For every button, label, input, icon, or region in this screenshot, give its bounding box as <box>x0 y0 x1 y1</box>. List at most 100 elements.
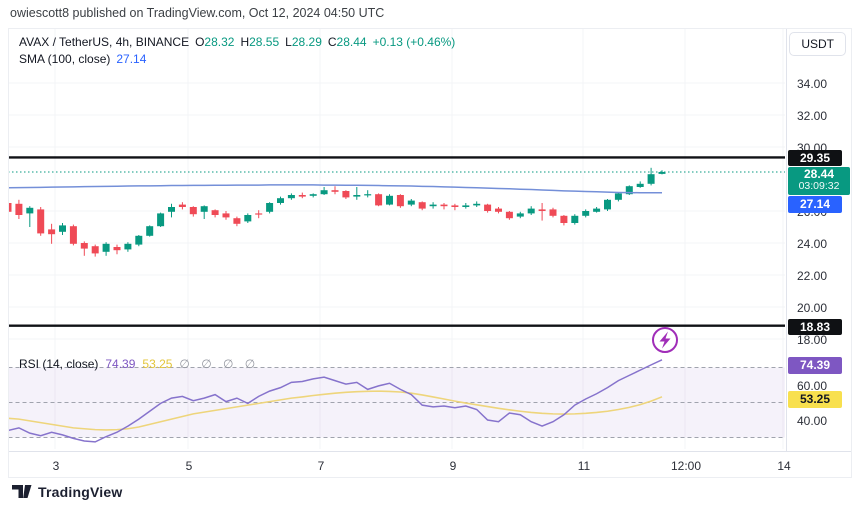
candle-body <box>386 195 393 205</box>
candle-body <box>353 195 361 197</box>
candle-body <box>178 204 186 207</box>
candle-body <box>505 211 513 219</box>
rsi-legend: RSI (14, close) 74.39 53.25 ∅ ∅ ∅ ∅ <box>19 357 259 371</box>
candle-body <box>636 183 644 187</box>
tradingview-logo-icon <box>12 485 32 498</box>
candle-body <box>604 199 611 210</box>
ohlc-key: C <box>327 35 337 49</box>
level-price-label-upper: 29.35 <box>788 150 842 166</box>
candle-body <box>69 226 77 244</box>
ohlc-val: 28.44 <box>336 35 367 49</box>
candle-body <box>298 195 306 197</box>
sma-indicator-label[interactable]: SMA (100, close) <box>19 52 111 66</box>
candle-body <box>462 205 470 207</box>
candle-body <box>266 203 274 212</box>
candle-body <box>255 213 263 215</box>
candle-body <box>647 174 655 184</box>
time-tick-label: 12:00 <box>670 459 702 473</box>
price-tick-label: 32.00 <box>797 109 828 123</box>
chart-widget: AVAX / TetherUS, 4h, BINANCE O28.32 H28.55… <box>8 28 852 478</box>
legend-row-sma: SMA (100, close) 27.14 <box>19 51 455 68</box>
candle-body <box>342 191 350 198</box>
level-price-label-lower: 18.83 <box>788 319 842 335</box>
candle-body <box>15 203 23 215</box>
tradingview-logo-text: TradingView <box>38 484 123 500</box>
rsi-value: 74.39 <box>105 357 136 371</box>
time-axis-separator <box>9 451 851 452</box>
sma-line <box>8 184 662 194</box>
time-tick-label: 11 <box>577 459 591 473</box>
candle-body <box>124 243 132 250</box>
candle-body <box>625 186 633 195</box>
candle-body <box>614 193 622 200</box>
candle-body <box>222 213 230 218</box>
change-value: +0.13 (+0.46%) <box>372 35 456 49</box>
candle-body <box>309 194 317 196</box>
ohlc-key: O <box>195 35 205 49</box>
rsi-ma-value: 53.25 <box>142 357 173 371</box>
time-tick-label: 5 <box>185 459 193 473</box>
candle-body <box>200 206 208 212</box>
rsi-null-values: ∅ ∅ ∅ ∅ <box>179 357 260 371</box>
candle-body <box>418 202 426 209</box>
candle-body <box>407 200 415 205</box>
ohlc-val: 28.55 <box>249 35 280 49</box>
rsi-ma-value-label: 53.25 <box>788 391 842 408</box>
rsi-indicator-label[interactable]: RSI (14, close) <box>19 357 99 371</box>
candle-body <box>113 247 121 251</box>
candle-body <box>48 229 56 235</box>
candle-body <box>233 218 241 224</box>
candle-body <box>582 211 590 216</box>
candle-body <box>440 204 448 207</box>
ohlc-values: O28.32 H28.55 L28.29 C28.44 <box>189 35 367 49</box>
rsi-tick-label: 60.00 <box>797 379 828 393</box>
candle-body <box>211 210 219 215</box>
candle-body <box>244 215 252 222</box>
currency-toggle-button[interactable]: USDT <box>789 32 846 56</box>
candle-body <box>189 207 197 215</box>
price-axis-separator <box>786 29 787 451</box>
candle-body <box>146 226 154 236</box>
candle-body <box>516 213 524 217</box>
symbol-title[interactable]: AVAX / TetherUS, 4h, BINANCE <box>19 35 190 49</box>
time-tick-label: 14 <box>777 459 791 473</box>
candle-body <box>59 225 66 232</box>
candle-body <box>396 195 404 207</box>
candle-body <box>26 207 34 214</box>
publish-info: owiescott8 published on TradingView.com,… <box>10 6 385 20</box>
candle-body <box>429 204 437 207</box>
time-tick-label: 9 <box>449 459 457 473</box>
symbol-legend: AVAX / TetherUS, 4h, BINANCE O28.32 H28.55… <box>19 34 455 68</box>
price-tick-label: 22.00 <box>797 269 828 283</box>
candle-body <box>593 208 601 212</box>
price-tick-label: 34.00 <box>797 77 828 91</box>
candle-body <box>80 243 88 249</box>
candle-body <box>538 209 546 211</box>
price-tick-label: 18.00 <box>797 333 828 347</box>
candle-body <box>320 190 328 195</box>
ohlc-key: L <box>285 35 292 49</box>
price-tick-label: 20.00 <box>797 301 828 315</box>
candle-body <box>527 208 535 214</box>
candle-body <box>484 204 492 211</box>
rsi-value-label: 74.39 <box>788 357 842 374</box>
rsi-ma-line <box>8 390 663 431</box>
rsi-line <box>8 359 663 443</box>
candle-body <box>331 190 339 192</box>
candle-body <box>495 208 502 212</box>
legend-row-main: AVAX / TetherUS, 4h, BINANCE O28.32 H28.55… <box>19 34 455 51</box>
candle-body <box>37 209 45 234</box>
candle-body <box>135 235 143 245</box>
ohlc-val: 28.32 <box>204 35 235 49</box>
candle-body <box>157 213 165 227</box>
tradingview-attribution[interactable]: TradingView <box>12 484 122 500</box>
rsi-tick-label: 40.00 <box>797 414 828 428</box>
current-price-label: 28.44 03:09:32 <box>788 167 850 195</box>
sma-value: 27.14 <box>116 52 147 66</box>
price-tick-label: 24.00 <box>797 237 828 251</box>
candle-body <box>560 215 568 223</box>
sma-price-label: 27.14 <box>788 196 842 213</box>
candle-body <box>277 198 284 203</box>
